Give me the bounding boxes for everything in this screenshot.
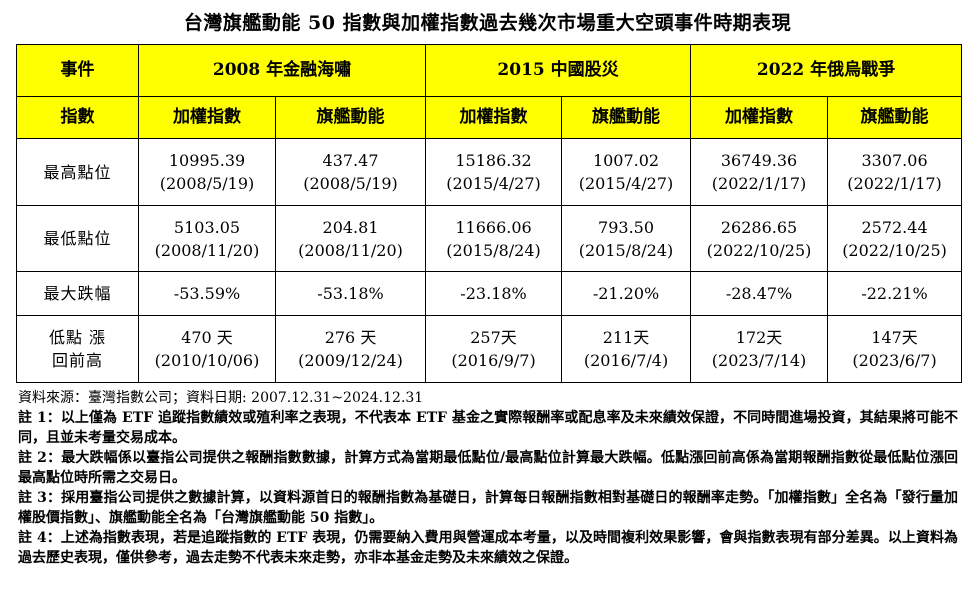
table-cell: -23.18% xyxy=(425,271,563,316)
table-cell: -22.21% xyxy=(827,271,963,316)
note-3: 註 3：採用臺指公司提供之數據計算，以資料源首日的報酬指數為基礎日，計算每日報酬… xyxy=(18,490,958,526)
table-cell: 470 天 (2010/10/06) xyxy=(138,315,276,383)
table-cell: 10995.39 (2008/5/19) xyxy=(138,138,276,206)
index-label: 指數 xyxy=(16,96,139,139)
table-cell: 36749.36 (2022/1/17) xyxy=(690,138,829,206)
table-cell: 793.50 (2015/8/24) xyxy=(561,205,692,272)
table-cell: -28.47% xyxy=(690,271,829,316)
table-cell: 26286.65 (2022/10/25) xyxy=(690,205,829,272)
col-header: 加權指數 xyxy=(690,96,829,139)
page-title: 台灣旗艦動能 50 指數與加權指數過去幾次市場重大空頭事件時期表現 xyxy=(183,12,792,34)
col-header: 旗艦動能 xyxy=(827,96,963,139)
table-row-drop: 最大跌幅 -53.59% -53.18% -23.18% -21.20% -28… xyxy=(16,271,963,316)
table-row-low: 最低點位 5103.05 (2008/11/20) 204.81 (2008/11/… xyxy=(16,205,963,272)
table-cell: -53.59% xyxy=(138,271,276,316)
event-2022: 2022 年俄烏戰爭 xyxy=(690,44,963,97)
row-label: 低點 漲回前高 xyxy=(16,315,139,383)
table-cell: 3307.06 (2022/1/17) xyxy=(827,138,963,206)
index-header-row: 指數 加權指數 旗艦動能 加權指數 旗艦動能 加權指數 旗艦動能 xyxy=(16,96,963,139)
event-label: 事件 xyxy=(16,44,139,97)
footnotes: 資料來源：臺灣指數公司；資料日期: 2007.12.31~2024.12.31 … xyxy=(18,388,958,568)
table-cell: 15186.32 (2015/4/27) xyxy=(425,138,563,206)
table-cell: -53.18% xyxy=(274,271,427,316)
col-header: 旗艦動能 xyxy=(274,96,427,139)
row-label: 最低點位 xyxy=(16,205,139,272)
table-cell: 437.47 (2008/5/19) xyxy=(274,138,427,206)
table-cell: 257天 (2016/9/7) xyxy=(425,315,563,383)
table-cell: 1007.02 (2015/4/27) xyxy=(561,138,692,206)
table-cell: 11666.06 (2015/8/24) xyxy=(425,205,563,272)
table-cell: 147天 (2023/6/7) xyxy=(827,315,963,383)
source-note: 資料來源：臺灣指數公司；資料日期: 2007.12.31~2024.12.31 xyxy=(18,390,424,406)
col-header: 加權指數 xyxy=(425,96,563,139)
col-header: 旗艦動能 xyxy=(561,96,692,139)
note-2: 註 2：最大跌幅係以臺指公司提供之報酬指數數據，計算方式為當期最低點位/最高點位… xyxy=(18,450,958,486)
table-cell: 204.81 (2008/11/20) xyxy=(274,205,427,272)
table-row-recover: 低點 漲回前高 470 天 (2010/10/06) 276 天 (2009/12/… xyxy=(16,315,963,383)
col-header: 加權指數 xyxy=(138,96,276,139)
note-4: 註 4：上述為指數表現，若是追蹤指數的 ETF 表現，仍需要納入費用與營運成本考… xyxy=(18,530,958,566)
event-2015: 2015 中國股災 xyxy=(425,44,692,97)
table-cell: 172天 (2023/7/14) xyxy=(690,315,829,383)
table-row-high: 最高點位 10995.39 (2008/5/19) 437.47 (2008/5/1… xyxy=(16,138,963,206)
table-cell: -21.20% xyxy=(561,271,692,316)
table-cell: 5103.05 (2008/11/20) xyxy=(138,205,276,272)
performance-table: 事件 2008 年金融海嘯 2015 中國股災 2022 年俄烏戰爭 指數 加權… xyxy=(16,44,963,383)
event-header-row: 事件 2008 年金融海嘯 2015 中國股災 2022 年俄烏戰爭 xyxy=(16,44,963,97)
row-label: 最高點位 xyxy=(16,138,139,206)
table-cell: 276 天 (2009/12/24) xyxy=(274,315,427,383)
row-label: 最大跌幅 xyxy=(16,271,139,316)
event-2008: 2008 年金融海嘯 xyxy=(137,44,427,97)
note-1: 註 1：以上僅為 ETF 追蹤指數績效或殖利率之表現，不代表本 ETF 基金之實… xyxy=(18,410,958,446)
table-cell: 211天 (2016/7/4) xyxy=(561,315,692,383)
table-cell: 2572.44 (2022/10/25) xyxy=(827,205,963,272)
